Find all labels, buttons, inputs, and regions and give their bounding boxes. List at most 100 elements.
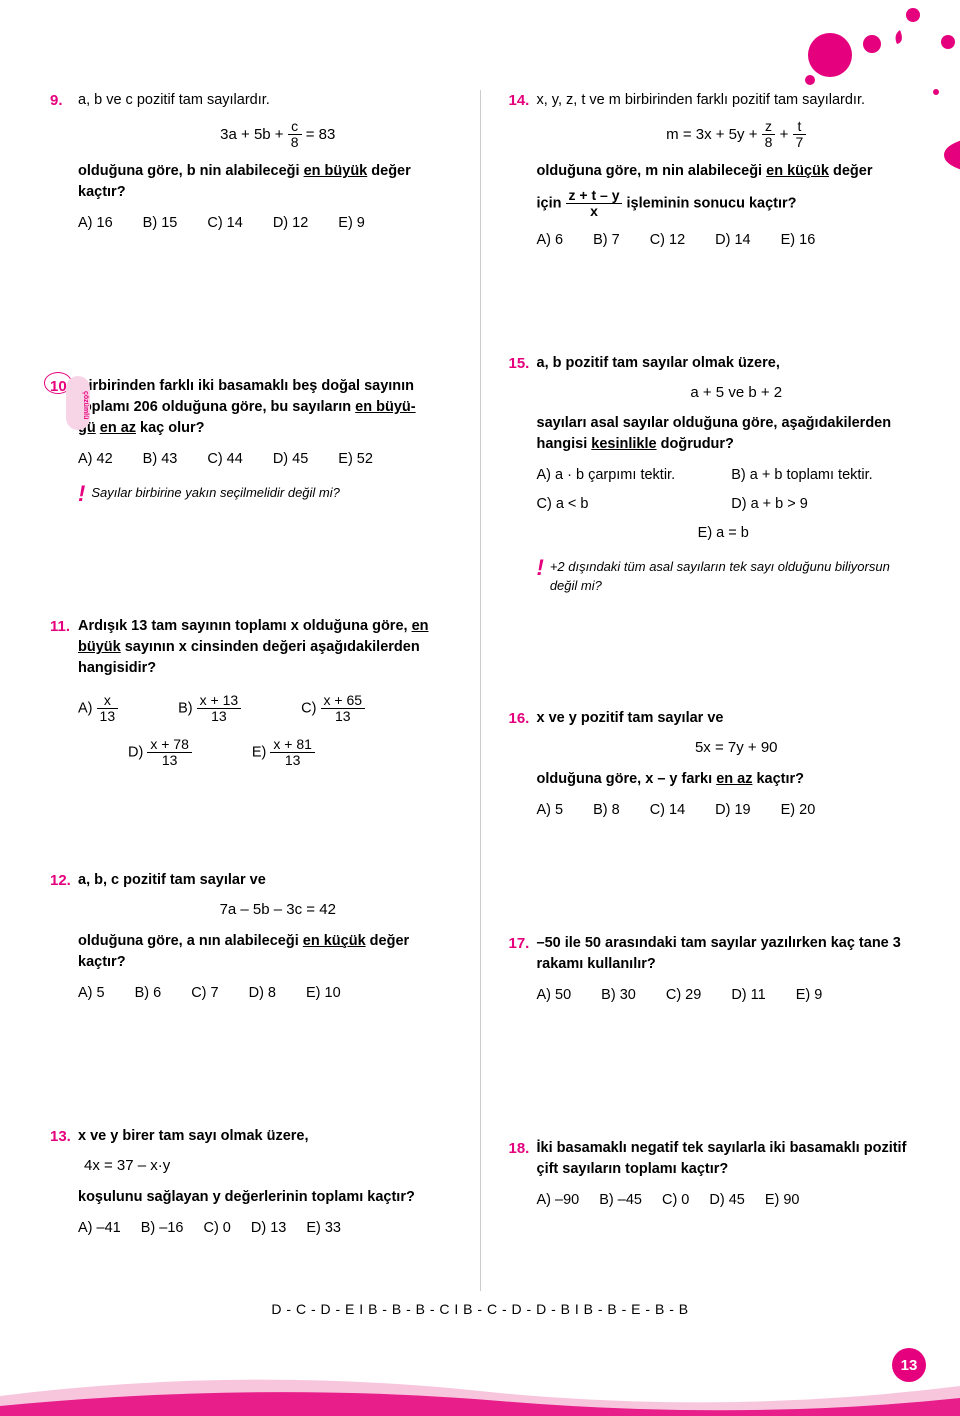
options: A) 50 B) 30 C) 29 D) 11 E) 9 — [537, 985, 911, 1006]
option-e[interactable]: E) 10 — [306, 983, 341, 1004]
option-b[interactable]: B) –45 — [599, 1190, 642, 1211]
options: A) 6 B) 7 C) 12 D) 14 E) 16 — [537, 230, 911, 251]
option-a[interactable]: A) 5 — [537, 800, 564, 821]
question-number: 13. — [50, 1126, 78, 1239]
option-e[interactable]: E) 52 — [338, 449, 373, 470]
question-11: 11. Ardışık 13 tam sayının toplamı x old… — [50, 616, 452, 769]
option-a[interactable]: A) 5 — [78, 983, 105, 1004]
question-10: çözümlü 10. Birbirinden farklı iki basam… — [50, 376, 452, 504]
option-c[interactable]: C) 0 — [203, 1218, 230, 1239]
option-d[interactable]: D) 13 — [251, 1218, 286, 1239]
column-divider — [480, 90, 481, 1291]
question-number: 12. — [50, 870, 78, 1004]
text: a, b, c pozitif tam sayılar ve — [78, 870, 452, 891]
question-body: Birbirinden farklı iki basamaklı beş doğ… — [78, 376, 452, 504]
question-15: 15. a, b pozitif tam sayılar olmak üzere… — [509, 353, 911, 597]
question-9: 9. a, b ve c pozitif tam sayılardır. 3a … — [50, 90, 452, 234]
side-splat-icon — [942, 140, 960, 170]
option-a[interactable]: A) –41 — [78, 1218, 121, 1239]
equation: a + 5 ve b + 2 — [563, 382, 911, 404]
prompt: –50 ile 50 arasındaki tam sayılar yazılı… — [537, 933, 911, 975]
question-body: İki basamaklı negatif tek sayılarla iki … — [537, 1138, 911, 1211]
option-b[interactable]: B) 7 — [593, 230, 620, 251]
question-18: 18. İki basamaklı negatif tek sayılarla … — [509, 1138, 911, 1211]
footer-wave — [0, 1356, 960, 1416]
right-column: 14. x, y, z, t ve m birbirinden farklı p… — [509, 90, 911, 1291]
option-c[interactable]: C) 44 — [207, 449, 242, 470]
question-number: 14. — [509, 90, 537, 251]
option-b[interactable]: B) 43 — [143, 449, 178, 470]
option-e[interactable]: E) a = b — [537, 523, 911, 544]
option-b[interactable]: B) a + b toplamı tektir. — [731, 465, 910, 486]
option-c[interactable]: C) 14 — [207, 213, 242, 234]
hint: ! +2 dışındaki tüm asal sayıların tek sa… — [537, 558, 911, 596]
question-16: 16. x ve y pozitif tam sayılar ve 5x = 7… — [509, 708, 911, 821]
left-column: 9. a, b ve c pozitif tam sayılardır. 3a … — [50, 90, 452, 1291]
option-b[interactable]: B) –16 — [141, 1218, 184, 1239]
question-13: 13. x ve y birer tam sayı olmak üzere, 4… — [50, 1126, 452, 1239]
options: A) –41 B) –16 C) 0 D) 13 E) 33 — [78, 1218, 452, 1239]
option-d[interactable]: D) 12 — [273, 213, 308, 234]
option-d[interactable]: D) x + 7813 — [128, 737, 192, 769]
text: a, b ve c pozitif tam sayılardır. — [78, 90, 452, 111]
option-d[interactable]: D) 45 — [273, 449, 308, 470]
option-d[interactable]: D) 14 — [715, 230, 750, 251]
option-b[interactable]: B) 8 — [593, 800, 620, 821]
option-e[interactable]: E) 9 — [338, 213, 365, 234]
option-e[interactable]: E) x + 8113 — [252, 737, 315, 769]
option-c[interactable]: C) 14 — [650, 800, 685, 821]
cozumlu-badge: çözümlü — [66, 376, 90, 430]
option-c[interactable]: C) 7 — [191, 983, 218, 1004]
option-d[interactable]: D) a + b > 9 — [731, 494, 910, 515]
option-e[interactable]: E) 16 — [781, 230, 816, 251]
options: A) 5 B) 6 C) 7 D) 8 E) 10 — [78, 983, 452, 1004]
equation: 4x = 37 – x·y — [84, 1155, 452, 1177]
option-b[interactable]: B) 6 — [135, 983, 162, 1004]
option-d[interactable]: D) 45 — [709, 1190, 744, 1211]
page-number: 13 — [892, 1348, 926, 1382]
question-number: 18. — [509, 1138, 537, 1211]
equation: 3a + 5b + c8 = 83 — [104, 119, 452, 151]
option-a[interactable]: A) –90 — [537, 1190, 580, 1211]
option-e[interactable]: E) 90 — [765, 1190, 800, 1211]
options: A) 5 B) 8 C) 14 D) 19 E) 20 — [537, 800, 911, 821]
equation: m = 3x + 5y + z8 + t7 — [563, 119, 911, 151]
question-body: a, b, c pozitif tam sayılar ve 7a – 5b –… — [78, 870, 452, 1004]
options: A) –90 B) –45 C) 0 D) 45 E) 90 — [537, 1190, 911, 1211]
options: A) 16 B) 15 C) 14 D) 12 E) 9 — [78, 213, 452, 234]
option-a[interactable]: A) 6 — [537, 230, 564, 251]
options: A) 42 B) 43 C) 44 D) 45 E) 52 — [78, 449, 452, 470]
option-e[interactable]: E) 20 — [781, 800, 816, 821]
question-body: Ardışık 13 tam sayının toplamı x olduğun… — [78, 616, 452, 769]
option-c[interactable]: C) x + 6513 — [301, 693, 365, 725]
option-d[interactable]: D) 19 — [715, 800, 750, 821]
option-c[interactable]: C) a < b — [537, 494, 716, 515]
option-a[interactable]: A) 50 — [537, 985, 572, 1006]
option-c[interactable]: C) 12 — [650, 230, 685, 251]
option-b[interactable]: B) 30 — [601, 985, 636, 1006]
prompt: olduğuna göre, x – y farkı en az kaçtır? — [537, 769, 911, 790]
option-e[interactable]: E) 9 — [796, 985, 823, 1006]
option-a[interactable]: A) 16 — [78, 213, 113, 234]
text: x ve y pozitif tam sayılar ve — [537, 708, 911, 729]
prompt: sayıları asal sayılar olduğuna göre, aşa… — [537, 413, 911, 455]
option-a[interactable]: A) 42 — [78, 449, 113, 470]
option-c[interactable]: C) 29 — [666, 985, 701, 1006]
option-d[interactable]: D) 8 — [249, 983, 276, 1004]
prompt: Birbirinden farklı iki basamaklı beş doğ… — [78, 376, 452, 439]
option-a[interactable]: A) x13 — [78, 693, 118, 725]
question-number: 16. — [509, 708, 537, 821]
prompt: koşulunu sağlayan y değerlerinin toplamı… — [78, 1187, 452, 1208]
option-b[interactable]: B) 15 — [143, 213, 178, 234]
prompt: Ardışık 13 tam sayının toplamı x olduğun… — [78, 616, 452, 679]
option-c[interactable]: C) 0 — [662, 1190, 689, 1211]
equation: 5x = 7y + 90 — [563, 737, 911, 759]
option-a[interactable]: A) a · b çarpımı tektir. — [537, 465, 716, 486]
option-e[interactable]: E) 33 — [306, 1218, 341, 1239]
option-b[interactable]: B) x + 1313 — [178, 693, 241, 725]
question-number: 15. — [509, 353, 537, 597]
question-body: x ve y pozitif tam sayılar ve 5x = 7y + … — [537, 708, 911, 821]
option-d[interactable]: D) 11 — [731, 985, 765, 1006]
hint-icon: ! — [537, 558, 544, 578]
options: A) a · b çarpımı tektir. B) a + b toplam… — [537, 465, 911, 544]
